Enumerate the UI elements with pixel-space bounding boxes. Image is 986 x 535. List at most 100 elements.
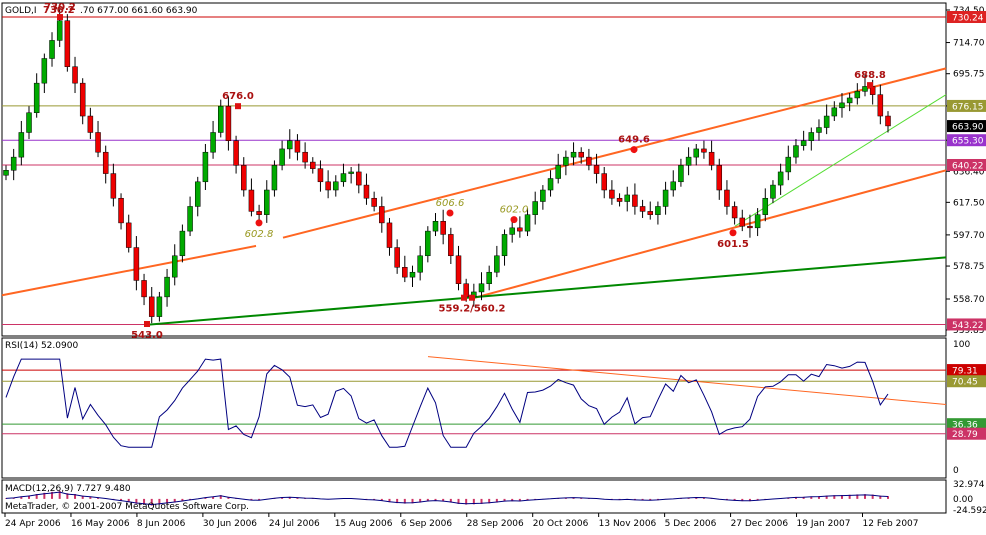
candle-body (202, 151, 209, 183)
candle-body (486, 271, 492, 284)
candle-body (225, 105, 232, 141)
candle-body (95, 132, 101, 153)
candle (731, 201, 738, 225)
candle-body (785, 156, 792, 173)
rsi-axis-label: 0 (953, 466, 959, 476)
candle (547, 170, 554, 197)
candle-body (708, 151, 715, 166)
candle (785, 145, 792, 181)
candle-body (632, 194, 638, 207)
candle-body (102, 151, 109, 174)
candle-body (662, 189, 669, 207)
candle-body (777, 171, 784, 186)
candle (102, 145, 109, 184)
candle (624, 186, 630, 212)
candle-body (402, 267, 408, 278)
candle (632, 183, 638, 215)
annotation-label: 559.2/560.2 (439, 304, 506, 315)
candle (156, 291, 163, 322)
candle (800, 130, 807, 151)
candle (455, 245, 462, 291)
candle-body (125, 222, 132, 248)
candle (593, 153, 600, 184)
candle (823, 104, 830, 135)
candle (754, 208, 761, 237)
candle-body (524, 214, 531, 232)
candle-body (49, 40, 55, 59)
candle (601, 166, 607, 199)
candle (693, 143, 700, 166)
candle (494, 245, 500, 278)
price-tag-label: 543.22 (952, 321, 984, 331)
candle-body (563, 156, 569, 166)
candle (578, 147, 584, 164)
candle (264, 180, 270, 223)
candle-body (846, 97, 853, 104)
candle (233, 135, 239, 174)
candle (317, 160, 324, 192)
watermark: MetaTrader, © 2001-2007 MetaQuotes Softw… (5, 502, 249, 512)
candle (41, 53, 48, 94)
price-tag (947, 120, 986, 133)
candle (532, 191, 538, 225)
rsi-level-tag (947, 375, 986, 388)
channel-support-line (471, 169, 947, 300)
candle-body (141, 280, 147, 298)
candle (302, 142, 308, 169)
price-axis-label: 539.85 (953, 326, 985, 336)
price-tag-label: 655.30 (952, 137, 984, 147)
rsi-panel (1, 337, 947, 479)
candle-body (793, 145, 799, 158)
candle-body (87, 115, 94, 133)
candle (118, 193, 124, 230)
candle-body (854, 91, 861, 99)
candle-body (494, 255, 500, 273)
candle-body (601, 173, 607, 191)
candle (179, 224, 186, 263)
candle-body (593, 165, 600, 174)
candle-body (724, 189, 730, 207)
candle-body (41, 58, 48, 84)
rsi-level-tag (947, 418, 986, 431)
candle-body (233, 140, 239, 166)
candle-body (133, 247, 140, 281)
candle-body (56, 20, 63, 41)
date-axis-label: 24 Jul 2006 (269, 519, 320, 529)
candle (701, 140, 707, 159)
candle-body (72, 66, 78, 84)
candle (379, 196, 385, 233)
candle (279, 140, 285, 171)
candle (241, 157, 247, 197)
candle-body (325, 181, 331, 191)
annotation-label: 543.0 (131, 330, 163, 341)
candle (202, 143, 209, 191)
candle-body (187, 206, 193, 232)
candle (356, 163, 362, 194)
date-axis-label: 27 Dec 2006 (731, 519, 789, 529)
candle-body (647, 211, 653, 215)
candle (310, 157, 316, 174)
candle (18, 120, 25, 166)
annotation-label: 649.6 (618, 135, 650, 146)
candle-body (379, 206, 385, 224)
candle (3, 165, 9, 181)
candle-body (210, 132, 216, 153)
candle-body (294, 140, 301, 153)
candle (64, 14, 71, 72)
candle (724, 180, 730, 215)
date-axis-label: 15 Aug 2006 (335, 519, 393, 529)
candle (194, 176, 201, 217)
candle-body (64, 20, 71, 67)
annotation-marker (729, 229, 737, 237)
candle-body (356, 171, 362, 186)
candle (432, 213, 439, 237)
candle (816, 119, 822, 141)
candle-body (3, 170, 9, 176)
candle (524, 208, 531, 237)
annotation-marker (630, 146, 638, 154)
candle (210, 120, 216, 159)
rsi-level-tag (947, 364, 986, 377)
annotation-label: 688.8 (854, 70, 886, 81)
date-axis-label: 19 Jan 2007 (797, 519, 851, 529)
candle-body (148, 296, 155, 317)
